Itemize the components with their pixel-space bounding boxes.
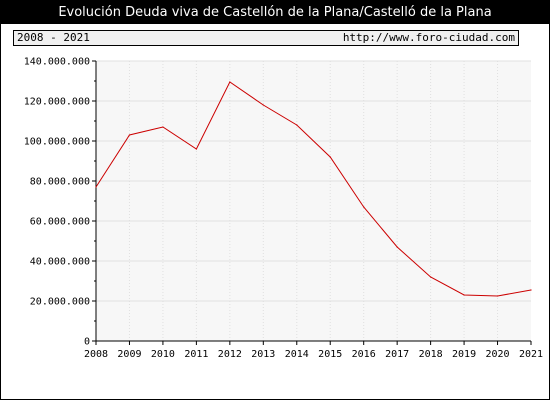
x-tick-label: 2021 [519,349,543,360]
data-point [363,206,365,208]
data-point [329,156,331,158]
data-point [530,289,532,291]
x-tick-label: 2017 [385,349,409,360]
data-point [396,246,398,248]
x-tick-label: 2014 [285,349,309,360]
x-tick-label: 2020 [485,349,509,360]
data-point [496,295,499,297]
plot-area [96,61,531,341]
x-tick-label: 2013 [251,349,275,360]
x-tick-label: 2016 [352,349,376,360]
y-tick-label: 140.000.000 [24,57,90,68]
x-tick-label: 2015 [318,349,342,360]
x-tick-label: 2008 [84,349,108,360]
x-tick-label: 2010 [151,349,175,360]
y-tick-label: 120.000.000 [24,97,90,108]
data-point [162,126,164,128]
x-tick-label: 2019 [452,349,476,360]
info-bar: 2008 - 2021 http://www.foro-ciudad.com [13,30,519,46]
data-point [128,134,131,136]
y-tick-label: 0 [84,337,90,348]
y-tick-label: 20.000.000 [30,297,90,308]
chart-title: Evolución Deuda viva de Castellón de la … [1,1,549,24]
x-tick-label: 2011 [184,349,208,360]
y-tick-label: 40.000.000 [30,257,90,268]
data-point [229,81,231,83]
data-point [296,124,298,126]
data-point [95,186,97,188]
y-tick-label: 60.000.000 [30,217,90,228]
series-line [95,81,532,297]
data-point [430,276,432,278]
x-tick-label: 2018 [419,349,443,360]
data-point [463,294,465,296]
x-tick-label: 2009 [117,349,141,360]
y-tick-label: 80.000.000 [30,177,90,188]
period-label: 2008 - 2021 [17,31,90,44]
data-point [262,104,264,106]
y-tick-label: 100.000.000 [24,137,90,148]
x-tick-label: 2012 [218,349,242,360]
data-point [195,148,197,150]
source-url: http://www.foro-ciudad.com [342,31,515,44]
